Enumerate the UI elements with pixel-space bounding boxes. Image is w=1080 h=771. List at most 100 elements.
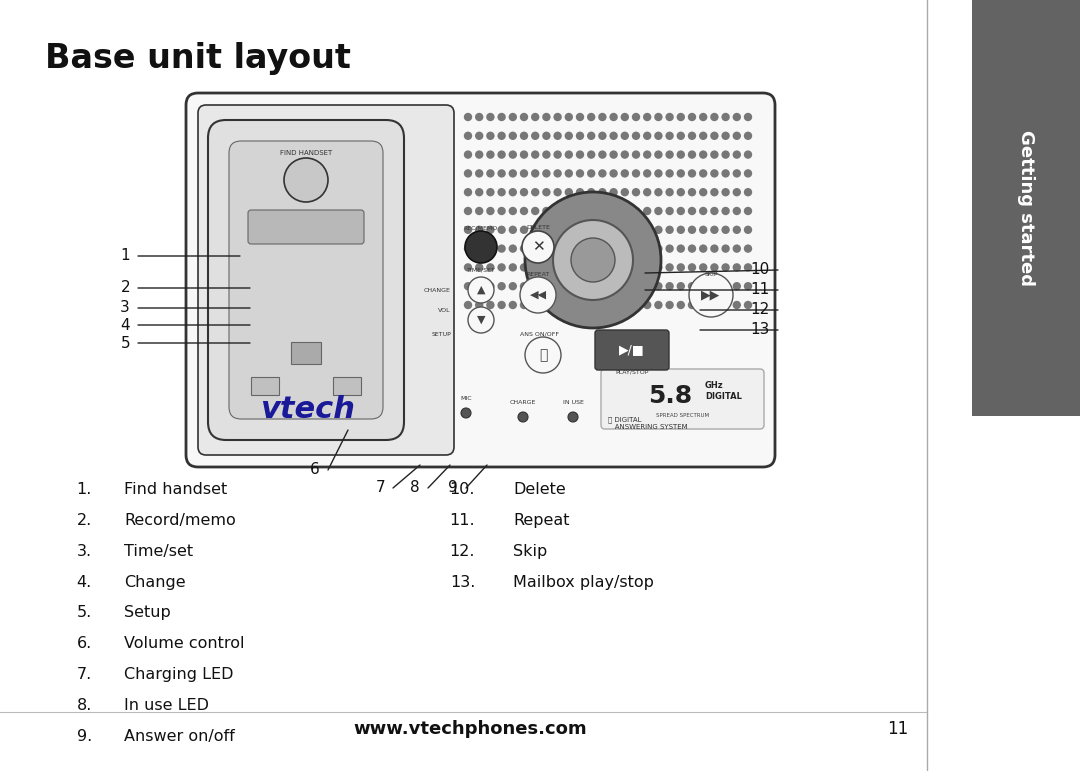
Text: ▶▶: ▶▶ [701,288,720,301]
FancyBboxPatch shape [186,93,775,467]
Circle shape [654,263,663,271]
Text: www.vtechphones.com: www.vtechphones.com [353,719,586,738]
Circle shape [576,150,584,159]
Circle shape [598,150,607,159]
Circle shape [498,113,505,121]
Circle shape [468,277,494,303]
Text: REPEAT: REPEAT [526,272,550,277]
Circle shape [744,282,752,291]
Circle shape [676,226,685,234]
Circle shape [643,282,651,291]
Circle shape [721,226,730,234]
Circle shape [463,207,472,215]
Circle shape [732,244,741,253]
Circle shape [486,263,495,271]
Circle shape [498,150,505,159]
Circle shape [609,188,618,197]
Circle shape [598,301,607,309]
Text: 1.: 1. [77,482,92,497]
Text: 5.8: 5.8 [648,385,692,409]
Circle shape [553,244,562,253]
Circle shape [643,263,651,271]
Circle shape [665,282,674,291]
Circle shape [498,263,505,271]
Circle shape [542,132,551,140]
Circle shape [565,282,573,291]
Text: Skip: Skip [513,544,548,559]
Circle shape [721,113,730,121]
Circle shape [598,263,607,271]
Circle shape [542,113,551,121]
FancyBboxPatch shape [248,210,364,244]
Circle shape [609,150,618,159]
Circle shape [711,226,718,234]
Circle shape [643,301,651,309]
Circle shape [732,226,741,234]
Bar [251,377,279,395]
Circle shape [509,301,517,309]
Circle shape [463,113,472,121]
Circle shape [542,301,551,309]
Circle shape [654,150,663,159]
Circle shape [475,207,484,215]
Circle shape [576,301,584,309]
Circle shape [609,169,618,177]
Circle shape [665,263,674,271]
Circle shape [721,282,730,291]
Circle shape [598,244,607,253]
Circle shape [688,207,697,215]
Circle shape [463,132,472,140]
Text: 5.: 5. [77,605,92,621]
Text: 7: 7 [376,480,384,496]
Circle shape [732,207,741,215]
Circle shape [576,282,584,291]
Circle shape [598,207,607,215]
Circle shape [609,207,618,215]
Circle shape [676,150,685,159]
Circle shape [621,282,629,291]
Circle shape [688,263,697,271]
Circle shape [654,207,663,215]
Circle shape [509,226,517,234]
Circle shape [665,226,674,234]
Circle shape [588,132,595,140]
Circle shape [588,282,595,291]
Circle shape [643,244,651,253]
Circle shape [654,282,663,291]
Circle shape [461,408,471,418]
Circle shape [744,132,752,140]
Text: TIME/SET: TIME/SET [467,267,496,272]
Circle shape [565,263,573,271]
Text: ✕: ✕ [531,240,544,254]
Circle shape [542,263,551,271]
FancyBboxPatch shape [229,141,383,419]
Circle shape [565,226,573,234]
Circle shape [688,150,697,159]
Circle shape [643,113,651,121]
Circle shape [498,226,505,234]
Circle shape [531,188,539,197]
Circle shape [689,273,733,317]
Circle shape [465,231,497,263]
Circle shape [463,301,472,309]
Circle shape [519,188,528,197]
Circle shape [475,169,484,177]
Circle shape [632,132,640,140]
Circle shape [621,207,629,215]
Circle shape [509,113,517,121]
Circle shape [498,132,505,140]
Circle shape [588,263,595,271]
Circle shape [475,226,484,234]
Circle shape [632,150,640,159]
Text: ⬛ DIGITAL
   ANSWERING SYSTEM: ⬛ DIGITAL ANSWERING SYSTEM [608,416,688,429]
Circle shape [621,263,629,271]
Circle shape [531,301,539,309]
Circle shape [576,263,584,271]
Circle shape [542,150,551,159]
Circle shape [525,192,661,328]
Text: ⏻: ⏻ [539,348,548,362]
Circle shape [632,207,640,215]
Circle shape [531,132,539,140]
Circle shape [711,282,718,291]
Circle shape [711,188,718,197]
